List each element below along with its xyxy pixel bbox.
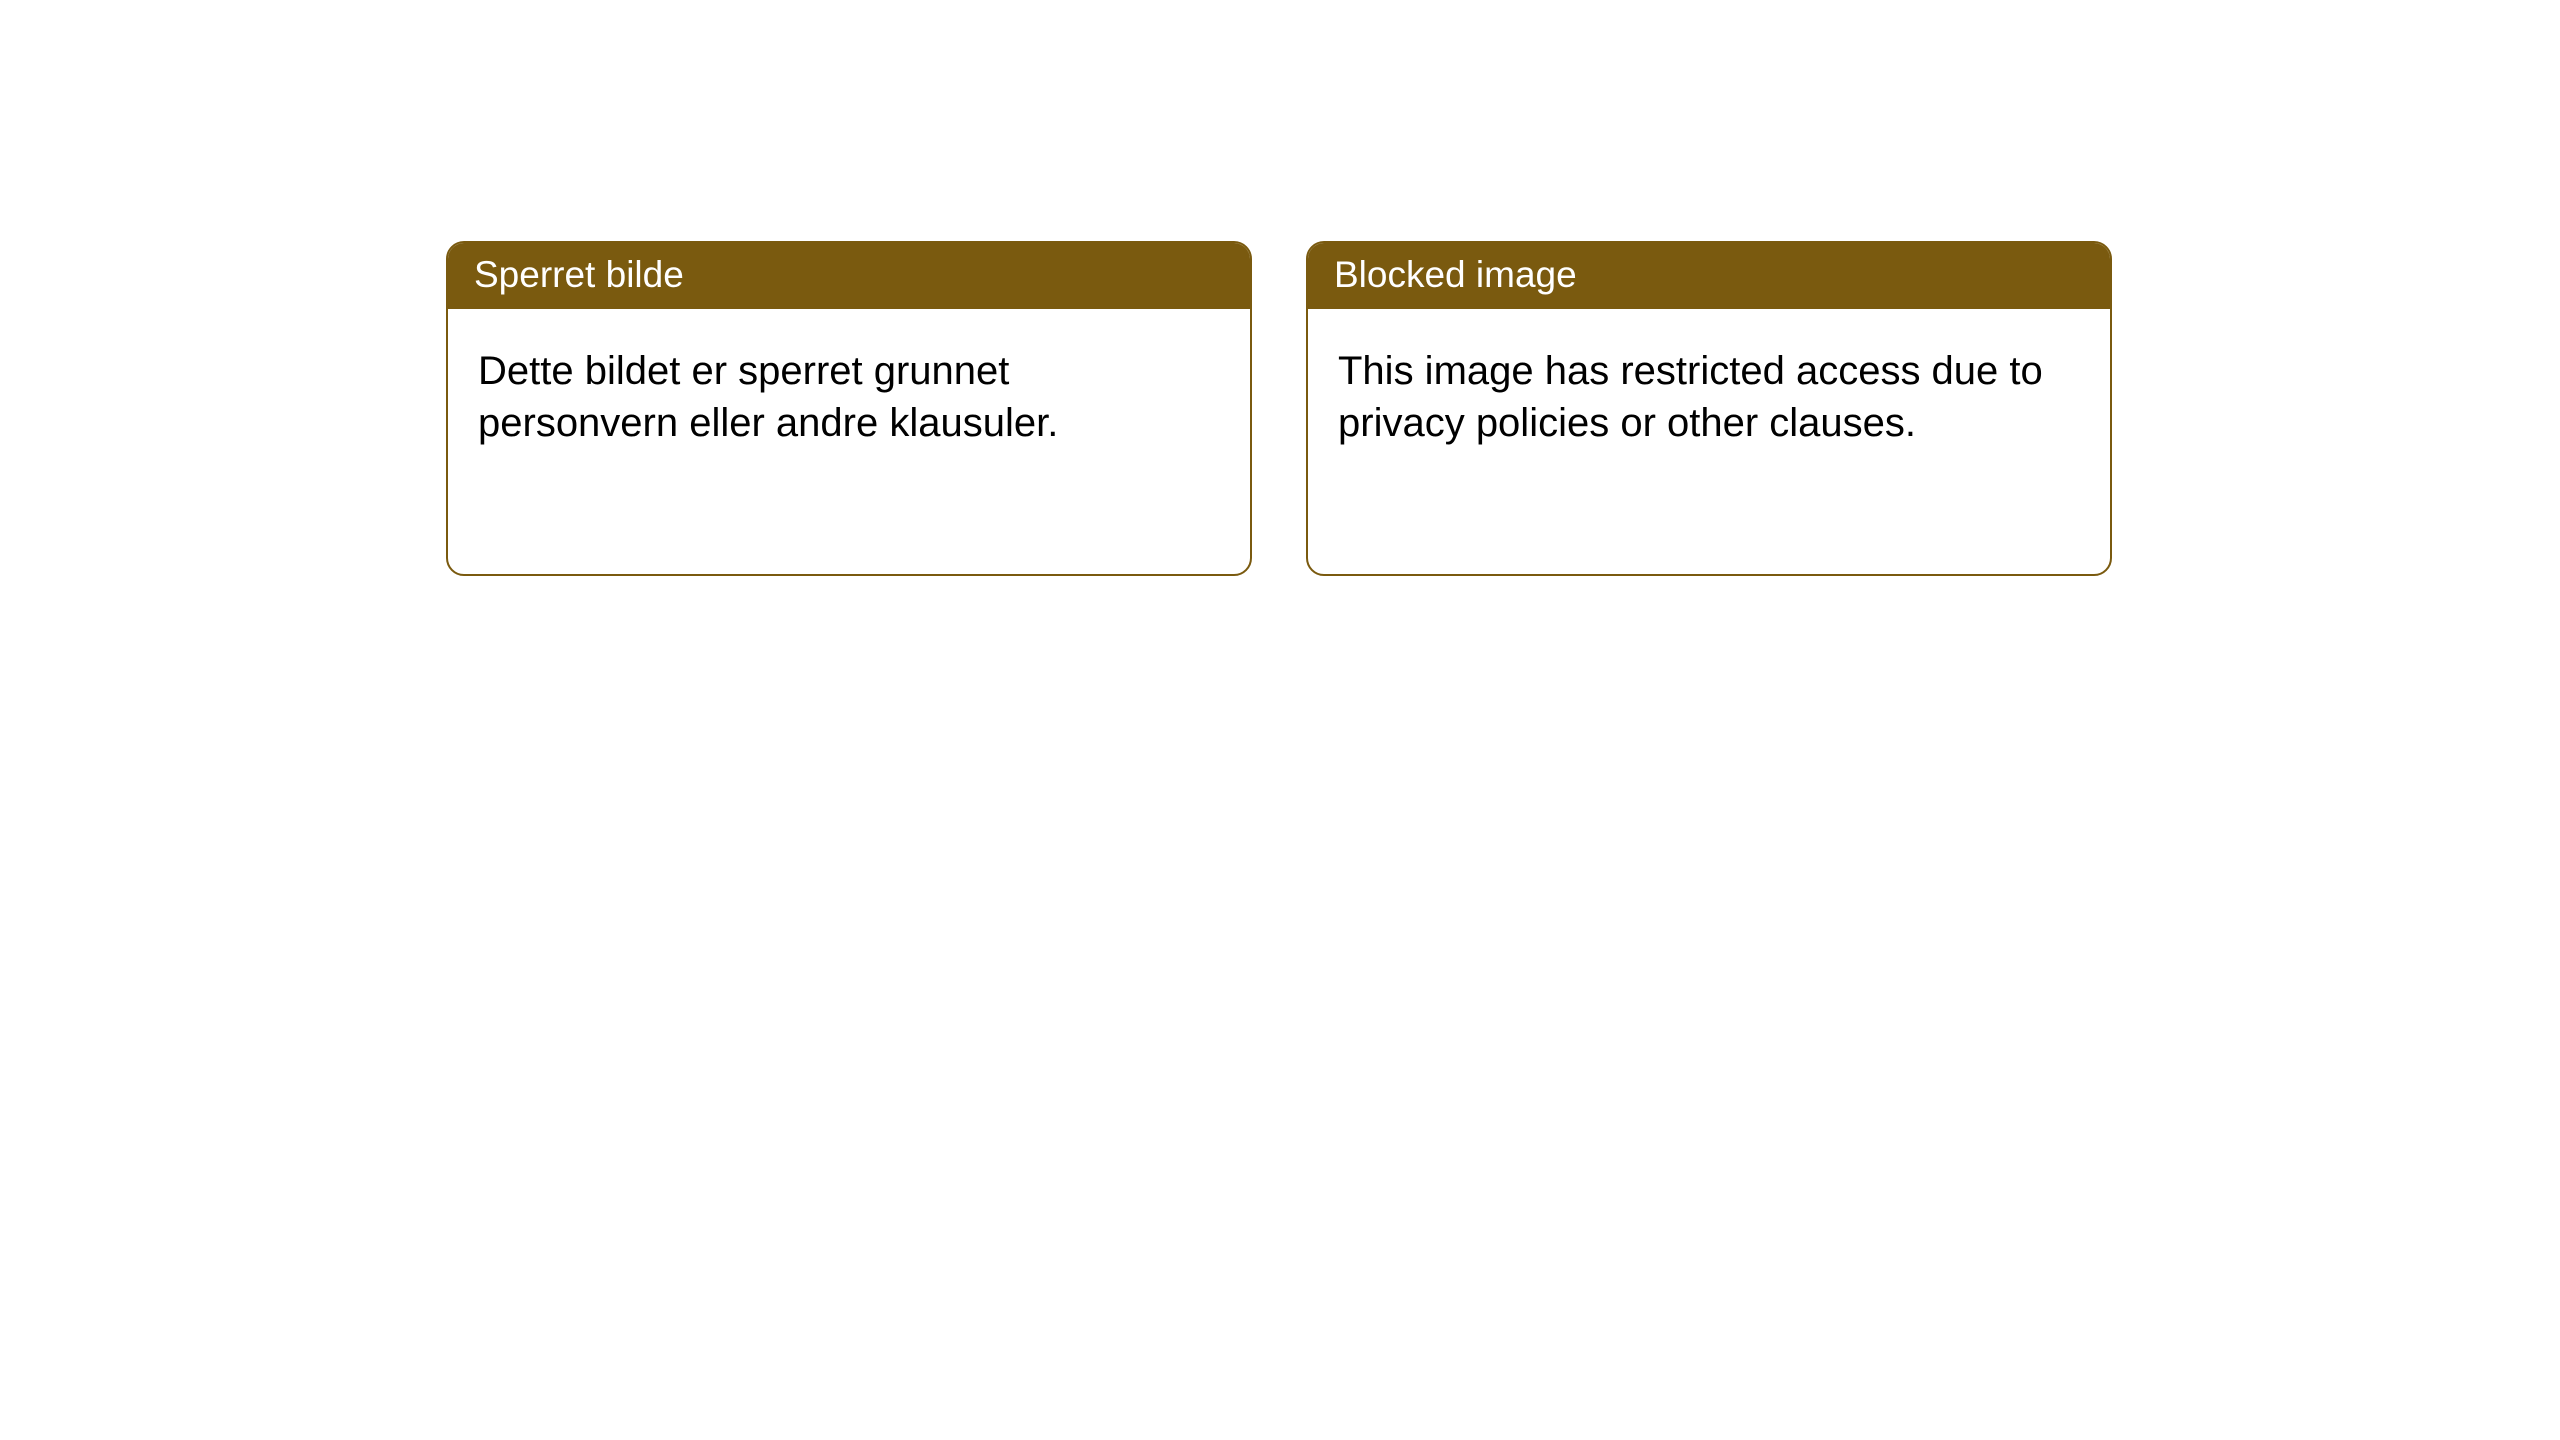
notice-container: Sperret bilde Dette bildet er sperret gr… xyxy=(0,0,2560,576)
notice-title: Blocked image xyxy=(1334,254,1577,295)
notice-card-header: Blocked image xyxy=(1308,243,2110,309)
notice-card-header: Sperret bilde xyxy=(448,243,1250,309)
notice-card-body: Dette bildet er sperret grunnet personve… xyxy=(448,309,1250,479)
notice-body-text: Dette bildet er sperret grunnet personve… xyxy=(478,349,1058,445)
notice-card-english: Blocked image This image has restricted … xyxy=(1306,241,2112,576)
notice-card-norwegian: Sperret bilde Dette bildet er sperret gr… xyxy=(446,241,1252,576)
notice-card-body: This image has restricted access due to … xyxy=(1308,309,2110,479)
notice-body-text: This image has restricted access due to … xyxy=(1338,349,2043,445)
notice-title: Sperret bilde xyxy=(474,254,684,295)
